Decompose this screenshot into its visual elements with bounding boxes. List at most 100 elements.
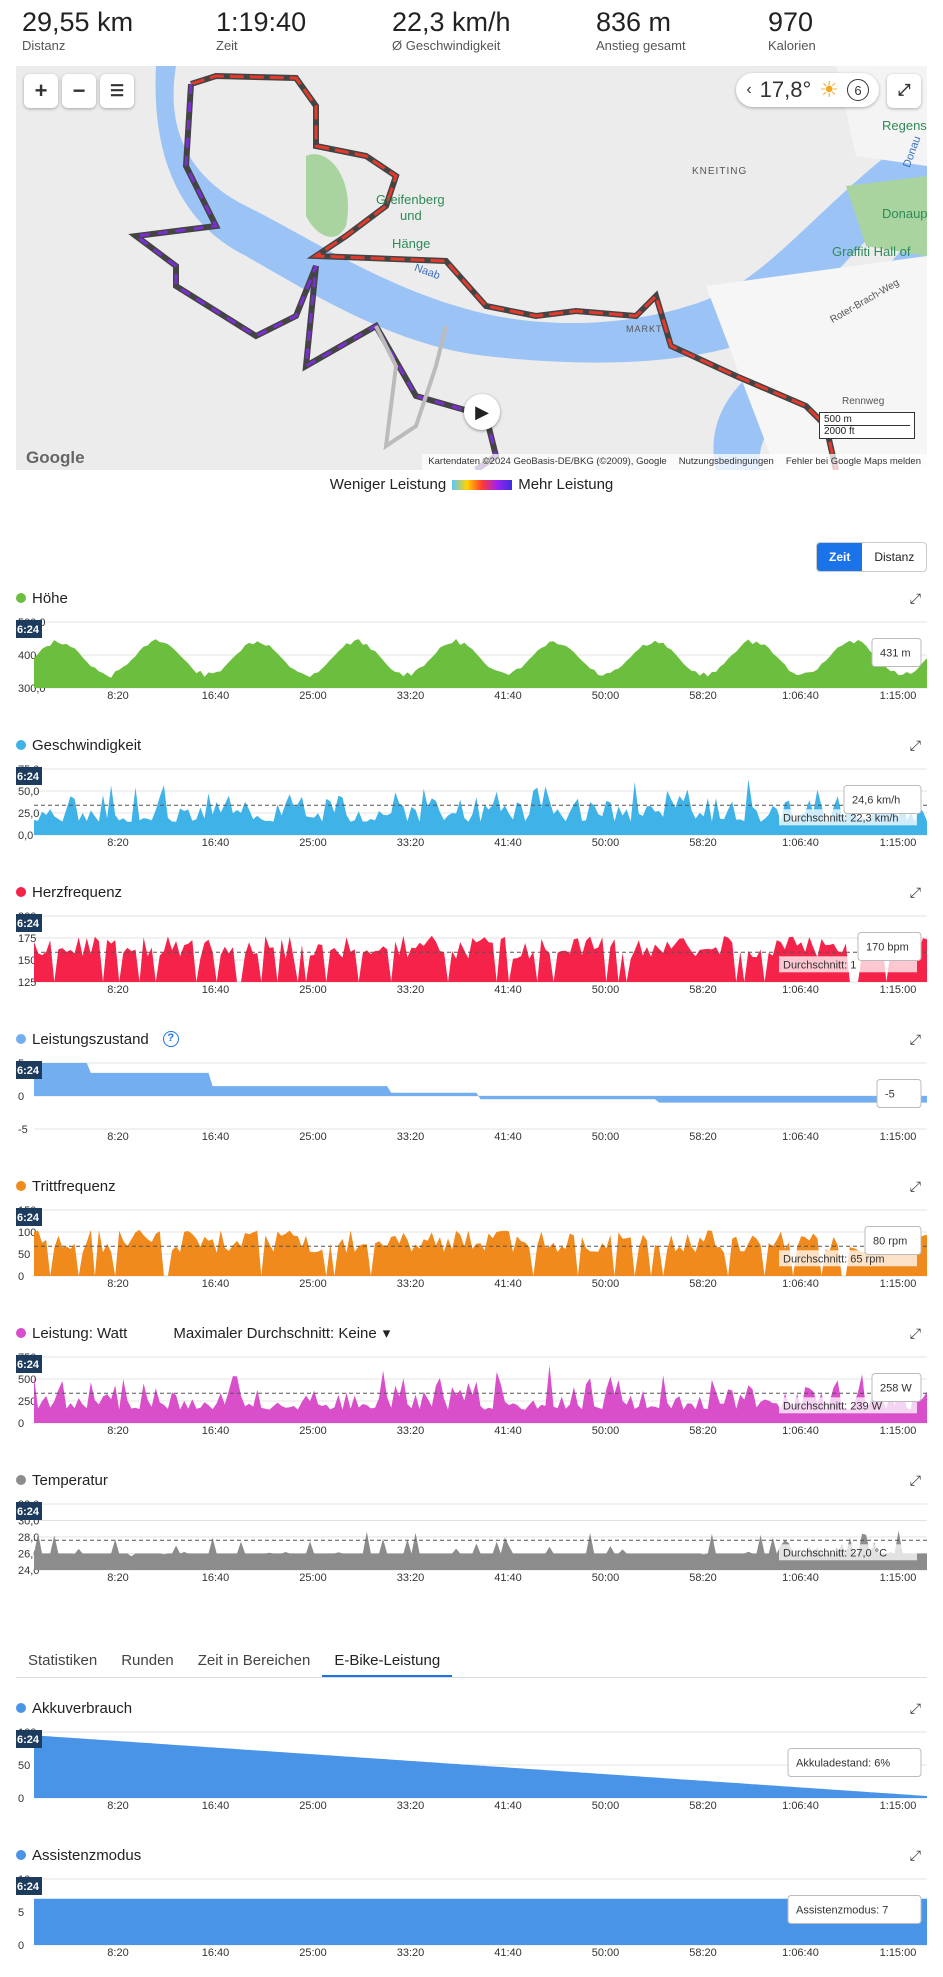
- x-tick-label: 25:00: [299, 984, 327, 996]
- y-tick-label: 0: [18, 1940, 24, 1952]
- x-tick-label: 33:20: [397, 1800, 425, 1812]
- expand-icon[interactable]: ⤢: [909, 737, 921, 753]
- x-tick-label: 1:15:00: [880, 1800, 917, 1812]
- chart-title: Trittfrequenz: [32, 1177, 116, 1195]
- x-tick-label: 25:00: [299, 690, 327, 702]
- series-dot: [16, 1181, 26, 1191]
- x-tick-label: 8:20: [107, 1131, 128, 1143]
- series-dot: [16, 1475, 26, 1485]
- x-tick-label: 41:40: [494, 690, 522, 702]
- x-tick-label: 50:00: [592, 837, 620, 849]
- cursor-time-label: 6:24: [17, 1359, 40, 1371]
- map-label-regens: Regens: [882, 118, 927, 133]
- tooltip-box: [871, 1373, 922, 1402]
- chart-header: Trittfrequenz: [16, 1176, 116, 1196]
- y-tick-label: 5: [18, 1907, 24, 1919]
- x-tick-label: 50:00: [592, 690, 620, 702]
- x-tick-label: 16:40: [202, 1278, 230, 1290]
- tab-statistiken[interactable]: Statistiken: [28, 1652, 98, 1669]
- y-tick-label: 250: [18, 1396, 36, 1408]
- toggle-distance[interactable]: Distanz: [874, 550, 915, 564]
- x-tick-label: 8:20: [107, 1800, 128, 1812]
- max-average-dropdown[interactable]: Maximaler Durchschnitt: Keine: [173, 1324, 377, 1342]
- tooltip-value: -5: [885, 1089, 895, 1101]
- cursor-time-bg: [16, 1730, 42, 1748]
- x-tick-label: 8:20: [107, 837, 128, 849]
- tooltip-value: Assistenzmodus: 7: [796, 1905, 888, 1917]
- expand-icon[interactable]: ⤢: [909, 1178, 921, 1194]
- x-tick-label: 58:20: [689, 1800, 717, 1812]
- expand-icon[interactable]: ⤢: [909, 1700, 921, 1716]
- x-tick-label: 25:00: [299, 1425, 327, 1437]
- series-area: [34, 1063, 927, 1103]
- info-icon[interactable]: ?: [162, 1031, 179, 1047]
- map-label-hange: Hänge: [392, 236, 431, 251]
- x-tick-label: 1:15:00: [880, 1278, 917, 1290]
- toggle-time[interactable]: Zeit: [817, 543, 863, 571]
- expand-icon[interactable]: ⤢: [909, 1847, 921, 1863]
- x-tick-label: 1:06:40: [782, 837, 819, 849]
- map-attribution: Kartendaten ©2024 GeoBasis-DE/BKG (©2009…: [422, 454, 927, 470]
- play-button[interactable]: ▶: [464, 394, 500, 430]
- axis-toggle[interactable]: Zeit Distanz: [816, 542, 928, 572]
- average-label: Durchschnitt: 239 W: [783, 1400, 883, 1412]
- tab-runden[interactable]: Runden: [121, 1652, 174, 1669]
- series-area: [34, 1898, 927, 1945]
- zoom-out-button[interactable]: −: [62, 74, 96, 108]
- y-tick-label: 0,0: [18, 830, 33, 842]
- summary-stats: 29,55 km Distanz 1:19:40 Zeit 22,3 km/h Ø G…: [0, 0, 943, 66]
- x-tick-label: 1:06:40: [782, 1278, 819, 1290]
- x-tick-label: 58:20: [689, 1572, 717, 1584]
- route-map[interactable]: + − ☰ ‹ 17,8° ☀ 6 ⤢ KNEITING Regens Dona…: [16, 66, 927, 470]
- expand-icon[interactable]: ⤢: [909, 1031, 921, 1047]
- expand-icon[interactable]: ⤢: [909, 884, 921, 900]
- map-label-kneiting: KNEITING: [692, 166, 748, 177]
- expand-icon[interactable]: ⤢: [909, 590, 921, 606]
- chevron-down-icon[interactable]: ▾: [382, 1325, 391, 1342]
- x-tick-label: 41:40: [494, 984, 522, 996]
- y-tick-label: 500: [18, 1374, 36, 1386]
- x-tick-label: 33:20: [397, 1131, 425, 1143]
- x-tick-label: 1:06:40: [782, 984, 819, 996]
- chart-title: Geschwindigkeit: [32, 736, 142, 754]
- map-label-donaup: Donaup: [882, 206, 927, 221]
- series-dot: [16, 1703, 26, 1713]
- cursor-time-label: 6:24: [17, 771, 40, 783]
- map-label-markt: MARKT: [626, 324, 663, 334]
- chart-plot[interactable]: 50-58:2016:4025:0033:2041:4050:0058:201:…: [16, 1049, 927, 1161]
- tab-ebike-leistung[interactable]: E-Bike-Leistung: [322, 1644, 453, 1677]
- weather-widget[interactable]: ‹ 17,8° ☀ 6: [736, 73, 879, 107]
- layers-icon[interactable]: ☰: [100, 74, 134, 108]
- expand-icon[interactable]: ⤢: [909, 1472, 921, 1488]
- report-link[interactable]: Fehler bei Google Maps melden: [785, 456, 921, 467]
- fullscreen-icon[interactable]: ⤢: [887, 74, 921, 108]
- y-tick-label: 0: [18, 1271, 24, 1283]
- tooltip-box: [864, 1226, 922, 1255]
- expand-icon[interactable]: ⤢: [909, 1325, 921, 1341]
- detail-tabs: Statistiken Runden Zeit in Bereichen E-B…: [16, 1644, 927, 1678]
- tooltip-box: [787, 1895, 922, 1924]
- zoom-in-button[interactable]: +: [24, 74, 58, 108]
- chart-plot[interactable]: 10508:2016:4025:0033:2041:4050:0058:201:…: [16, 1865, 927, 1977]
- chart-plot[interactable]: 500,0400,0300,08:2016:4025:0033:2041:405…: [16, 608, 927, 720]
- x-tick-label: 58:20: [689, 1131, 717, 1143]
- x-tick-label: 33:20: [397, 1425, 425, 1437]
- chart-plot[interactable]: 150100500Durchschnitt: 65 rpm8:2016:4025…: [16, 1196, 927, 1308]
- tab-zeit-in-bereichen[interactable]: Zeit in Bereichen: [197, 1652, 311, 1669]
- chart-title: Akkuverbrauch: [32, 1699, 133, 1717]
- chart-header: Geschwindigkeit: [16, 735, 141, 755]
- x-tick-label: 16:40: [202, 1800, 230, 1812]
- x-tick-label: 16:40: [202, 690, 230, 702]
- x-tick-label: 50:00: [592, 1572, 620, 1584]
- chart-title: Herzfrequenz: [32, 883, 123, 901]
- tooltip-value: 170 bpm: [866, 942, 909, 954]
- chart-plot[interactable]: 200175150125Durchschnitt: 18:2016:4025:0…: [16, 902, 927, 1014]
- terms-link[interactable]: Nutzungsbedingungen: [678, 456, 774, 467]
- chart-plot[interactable]: 7505002500Durchschnitt: 239 W8:2016:4025…: [16, 1343, 927, 1455]
- chevron-left-icon[interactable]: ‹: [746, 81, 752, 98]
- x-tick-label: 58:20: [689, 1947, 717, 1959]
- chart-plot[interactable]: 1005008:2016:4025:0033:2041:4050:0058:20…: [16, 1718, 927, 1830]
- x-tick-label: 1:06:40: [782, 1947, 819, 1959]
